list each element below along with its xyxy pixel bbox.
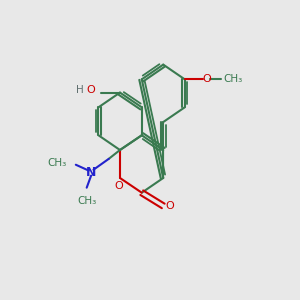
Text: O: O [114, 181, 123, 191]
Text: CH₃: CH₃ [48, 158, 67, 168]
Text: H: H [76, 85, 84, 95]
Text: N: N [86, 166, 96, 178]
Text: CH₃: CH₃ [224, 74, 243, 84]
Text: CH₃: CH₃ [77, 196, 96, 206]
Text: O: O [202, 74, 211, 84]
Text: O: O [87, 85, 95, 95]
Text: O: O [165, 201, 174, 211]
